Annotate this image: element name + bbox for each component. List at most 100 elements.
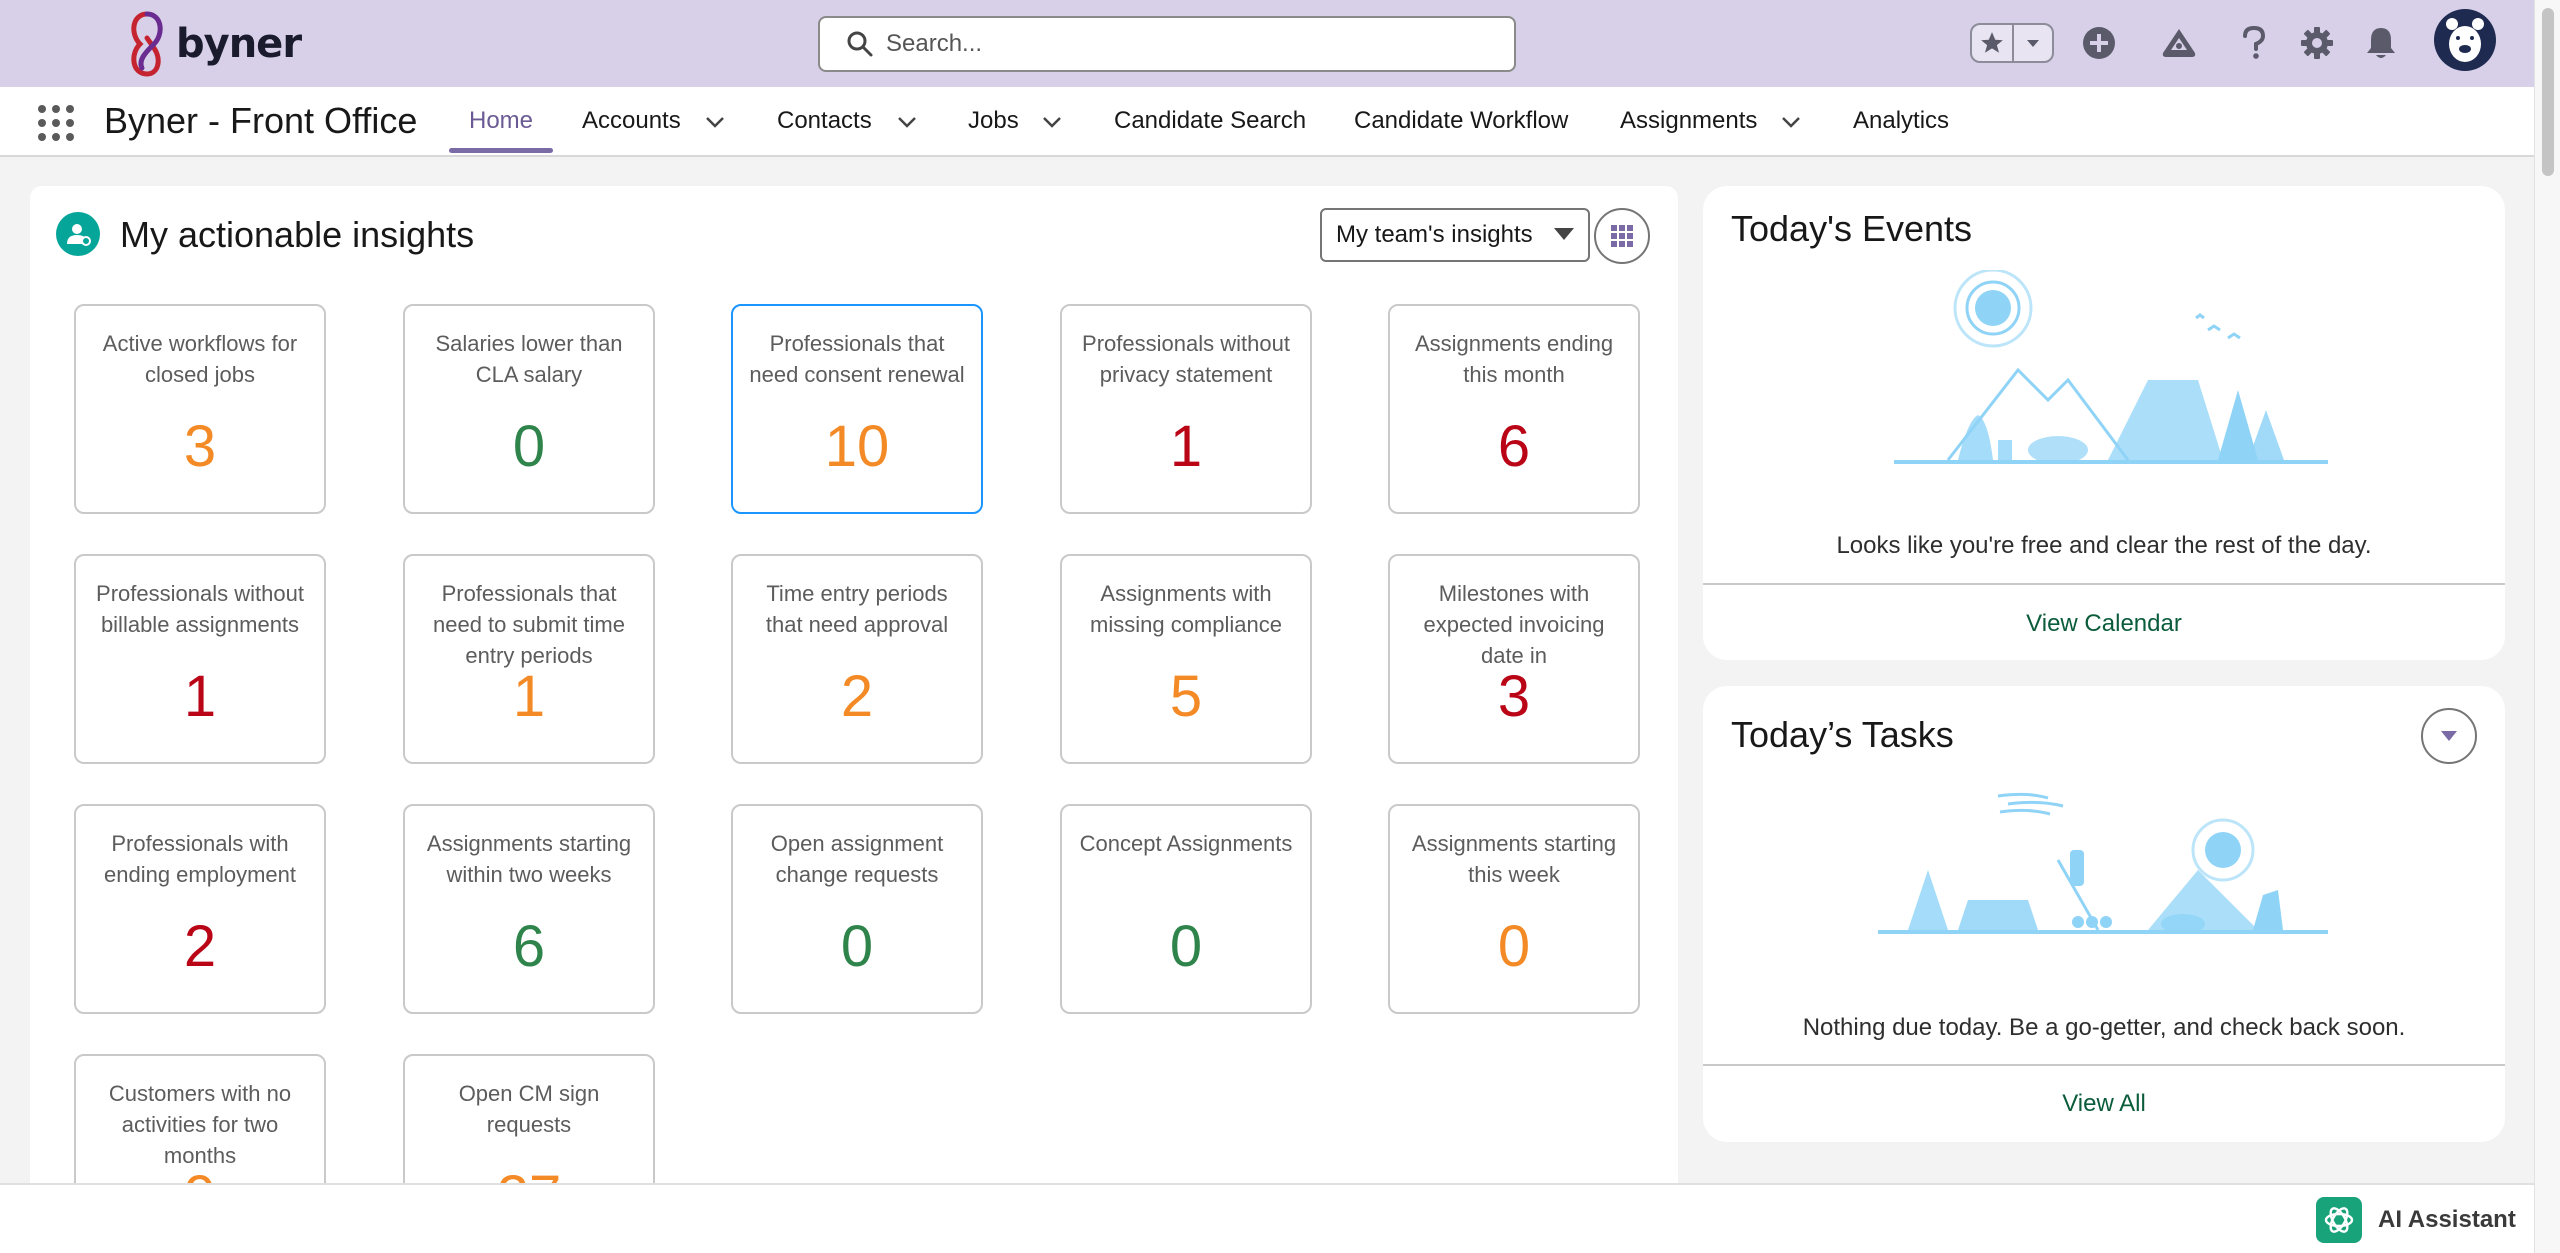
nav-tab-jobs[interactable]: Jobs (968, 107, 1019, 134)
insight-tile-value: 2 (183, 914, 217, 979)
nav-tab-home[interactable]: Home (448, 87, 554, 155)
chevron-down-icon[interactable] (702, 109, 728, 135)
byner-logo-icon (131, 11, 163, 77)
nav-tab-contacts[interactable]: Contacts (777, 107, 872, 134)
insight-tile[interactable]: Assignments starting within two weeks 6 (403, 804, 655, 1014)
insight-tile-label: Time entry periods that need approval (765, 581, 949, 637)
trailhead-button[interactable] (2158, 22, 2200, 64)
insight-tile[interactable]: Time entry periods that need approval 2 (731, 554, 983, 764)
view-all-tasks-link[interactable]: View All (2062, 1090, 2146, 1117)
tasks-empty-message: Nothing due today. Be a go-getter, and c… (1802, 1014, 2406, 1041)
insight-tile[interactable]: Assignments starting this week 0 (1388, 804, 1640, 1014)
nav-tab-candidate-workflow[interactable]: Candidate Workflow (1354, 107, 1569, 134)
insight-tile-value: 1 (512, 664, 546, 729)
insights-filter-select[interactable]: My team's insights (1320, 208, 1590, 262)
ai-assistant-label: AI Assistant (2378, 1206, 2516, 1233)
search-icon (847, 31, 873, 57)
global-header: byner (0, 0, 2534, 87)
insight-tile[interactable]: Concept Assignments 0 (1060, 804, 1312, 1014)
global-actions-button[interactable] (2078, 22, 2120, 64)
star-icon (1981, 32, 2003, 53)
user-avatar-icon (2446, 18, 2484, 62)
insight-tile[interactable]: Professionals with ending employment 2 (74, 804, 326, 1014)
insight-tile-value: 5 (1169, 664, 1203, 729)
grid-view-button[interactable] (1594, 208, 1650, 264)
insight-tile-value: 1 (183, 664, 217, 729)
scrollbar-thumb[interactable] (2542, 8, 2554, 176)
help-button[interactable] (2233, 22, 2275, 64)
insight-tile[interactable]: Active workflows for closed jobs 3 (74, 304, 326, 514)
global-search[interactable] (818, 16, 1516, 72)
nav-tab-assignments[interactable]: Assignments (1620, 107, 1758, 134)
insight-tile-label: Professionals that need consent renewal (749, 331, 965, 387)
chevron-down-icon[interactable] (894, 109, 920, 135)
insight-tile-label: Salaries lower than CLA salary (435, 331, 623, 387)
insight-tile[interactable]: Professionals without privacy statement 1 (1060, 304, 1312, 514)
insights-filter-value: My team's insights (1336, 221, 1533, 248)
favorites-button[interactable] (1972, 25, 2014, 61)
bell-icon (2367, 28, 2395, 58)
insight-tile[interactable]: Salaries lower than CLA salary 0 (403, 304, 655, 514)
insight-tile-value: 0 (512, 414, 546, 479)
insight-tile-label: Assignments with missing compliance (1090, 581, 1282, 637)
divider (1703, 583, 2505, 585)
nav-tab-candidate-search[interactable]: Candidate Search (1114, 107, 1307, 134)
tasks-title: Today’s Tasks (1731, 714, 1954, 755)
tasks-filter-button[interactable] (2421, 708, 2477, 764)
insight-tile-value: 0 (840, 914, 874, 979)
insight-tile-value: 2 (840, 664, 874, 729)
add-icon (2083, 27, 2115, 59)
insight-tile-label: Open assignment change requests (770, 831, 944, 887)
insight-tile-label: Professionals without privacy statement (1082, 331, 1290, 387)
user-icon (67, 224, 91, 246)
chevron-down-icon (2441, 731, 2457, 741)
chevron-down-icon[interactable] (1778, 109, 1804, 135)
view-calendar-link[interactable]: View Calendar (2026, 610, 2182, 637)
insight-tile[interactable]: Assignments with missing compliance 5 (1060, 554, 1312, 764)
favorites-list-button[interactable] (2014, 25, 2052, 61)
search-input[interactable] (886, 30, 1486, 58)
ai-assistant-icon (2316, 1197, 2362, 1243)
insight-tile[interactable]: Open assignment change requests 0 (731, 804, 983, 1014)
insight-tile-value: 6 (512, 914, 546, 979)
insight-tile-value: 1 (1169, 414, 1203, 479)
ai-assistant-button[interactable]: AI Assistant (2316, 1195, 2516, 1245)
chevron-down-icon (2027, 40, 2039, 47)
favorites-group (1970, 23, 2054, 63)
insight-tile-label: Professionals without billable assignmen… (96, 581, 304, 637)
insights-title: My actionable insights (120, 214, 475, 255)
caret-down-icon (1554, 228, 1574, 240)
utility-bar: AI Assistant (0, 1183, 2534, 1253)
todays-events-card: Today's Events Looks like you're free an… (1703, 186, 2505, 660)
insight-tile[interactable]: Professionals that need consent renewal 1… (731, 304, 983, 514)
insight-tile-label: Assignments starting this week (1411, 831, 1617, 887)
byner-logo[interactable]: byner (124, 8, 302, 80)
divider (1703, 1064, 2505, 1066)
setup-button[interactable] (2296, 22, 2338, 64)
notifications-button[interactable] (2360, 22, 2402, 64)
insight-tile[interactable]: Professionals that need to submit time e… (403, 554, 655, 764)
insight-tile-label: Active workflows for closed jobs (102, 331, 298, 387)
avatar[interactable] (2434, 9, 2496, 71)
insight-tile[interactable]: Milestones with expected invoicing date … (1388, 554, 1640, 764)
app-launcher-icon[interactable] (36, 103, 76, 143)
nav-tab-accounts[interactable]: Accounts (582, 107, 681, 134)
insight-tile[interactable]: Professionals without billable assignmen… (74, 554, 326, 764)
logo-text: byner (176, 21, 302, 67)
insight-tile-value: 10 (824, 414, 890, 479)
chevron-down-icon[interactable] (1039, 109, 1065, 135)
grid-icon (1611, 225, 1633, 247)
insight-tile-label: Assignments starting within two weeks (426, 831, 632, 887)
insight-tile-label: Professionals that need to submit time e… (433, 581, 625, 668)
insight-tile-value: 3 (183, 414, 217, 479)
page-scrollbar[interactable] (2534, 0, 2560, 1253)
app-nav-bar: Byner - Front Office Home Accounts Conta… (0, 87, 2534, 157)
insight-tile-label: Assignments ending this month (1414, 331, 1614, 387)
insight-tile-label: Customers with no activities for two mon… (108, 1081, 292, 1168)
help-icon (2243, 25, 2266, 59)
nav-tab-analytics[interactable]: Analytics (1853, 107, 1950, 134)
insight-tile-label: Concept Assignments (1079, 831, 1293, 856)
insights-card: My actionable insights My team's insight… (30, 186, 1678, 1253)
insights-icon (56, 212, 100, 256)
insight-tile[interactable]: Assignments ending this month 6 (1388, 304, 1640, 514)
